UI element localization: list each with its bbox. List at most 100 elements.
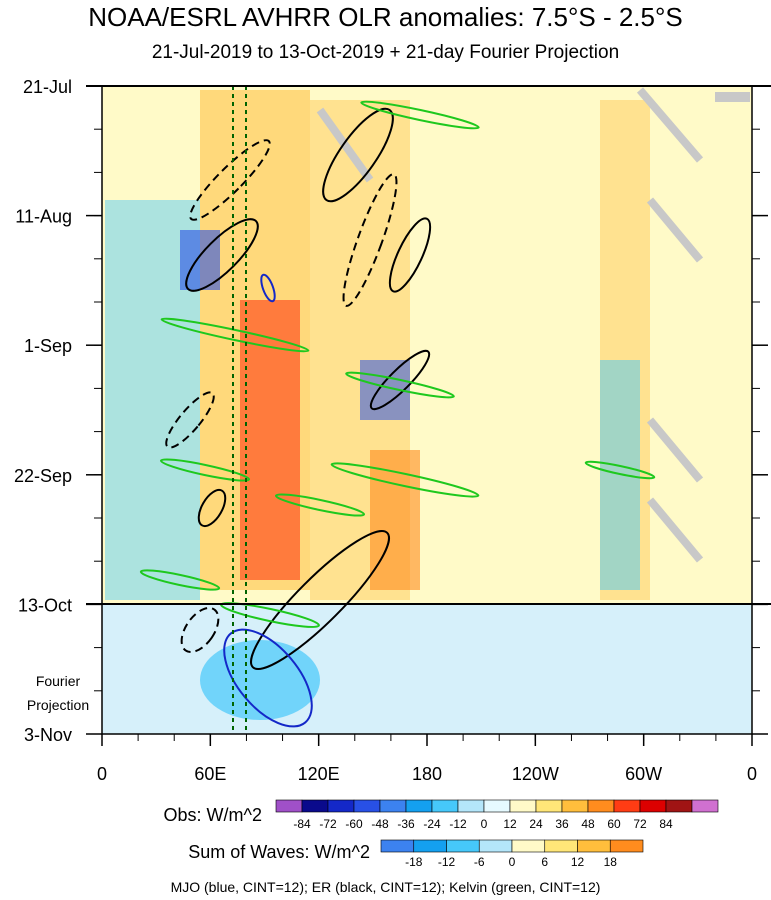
- obs-colorbar-tick: 12: [503, 817, 517, 831]
- obs-colorbar-swatch: [275, 799, 303, 813]
- obs-colorbar-swatch: [639, 799, 667, 813]
- obs-colorbar-tick: -72: [319, 817, 337, 831]
- x-tick-label: 0: [747, 764, 757, 784]
- obs-colorbar-swatch: [483, 799, 511, 813]
- er-contour: [369, 349, 431, 411]
- obs-colorbar-swatch: [379, 799, 407, 813]
- missing-data-streak: [636, 87, 704, 163]
- obs-colorbar-tick: -60: [345, 817, 363, 831]
- projection-label-line1: Fourier: [36, 673, 81, 689]
- projection-cold-blob: [200, 640, 320, 720]
- missing-data-streak: [646, 197, 704, 263]
- obs-colorbar-swatch: [613, 799, 641, 813]
- y-tick-label: 1-Sep: [24, 336, 72, 356]
- obs-colorbar-tick: 0: [481, 817, 488, 831]
- x-tick-label: 120E: [298, 764, 340, 784]
- obs-colorbar-swatch: [353, 799, 381, 813]
- obs-colorbar-tick: 84: [659, 817, 673, 831]
- er-contour: [197, 488, 227, 528]
- waves-colorbar-tick: 6: [541, 855, 548, 869]
- er-contour: [388, 217, 432, 293]
- waves-colorbar-swatch: [446, 839, 480, 853]
- obs-colorbar-swatch: [327, 799, 355, 813]
- y-tick-label: 13-Oct: [18, 595, 72, 615]
- projection-panel: [102, 604, 752, 734]
- obs-colorbar-swatch: [457, 799, 485, 813]
- obs-colorbar-tick: -36: [397, 817, 415, 831]
- waves-colorbar: -18 -12 -6 0 6 12 18: [380, 839, 644, 869]
- obs-colorbar-swatch: [509, 799, 537, 813]
- obs-colorbar-tick: 48: [581, 817, 595, 831]
- y-axis: 21-Jul 11-Aug 1-Sep 22-Sep 13-Oct 3-Nov: [14, 77, 768, 745]
- missing-data-streak: [646, 497, 704, 563]
- x-tick-label: 120W: [512, 764, 559, 784]
- obs-colorbar-swatch: [587, 799, 615, 813]
- obs-colorbar-swatch: [535, 799, 563, 813]
- er-contour-dashed: [180, 607, 220, 653]
- obs-colorbar-swatch: [691, 799, 719, 813]
- projection-label-line2: Projection: [27, 697, 89, 713]
- missing-data-patch: [715, 92, 750, 102]
- anomaly-field: [105, 86, 750, 734]
- chart-subtitle: 21-Jul-2019 to 13-Oct-2019 + 21-day Four…: [151, 42, 620, 63]
- obs-colorbar-tick: -24: [423, 817, 441, 831]
- obs-colorbar-tick: -12: [449, 817, 467, 831]
- y-tick-label: 21-Jul: [23, 77, 72, 97]
- waves-colorbar-tick: 18: [604, 855, 618, 869]
- kelvin-contour: [159, 458, 251, 482]
- er-contour: [185, 218, 259, 292]
- obs-colorbar-tick: 60: [607, 817, 621, 831]
- kelvin-contour: [160, 317, 310, 353]
- warm-core-pacific: [370, 450, 420, 590]
- obs-colorbar-label: Obs: W/m^2: [164, 805, 262, 825]
- waves-colorbar-label: Sum of Waves: W/m^2: [188, 842, 370, 862]
- obs-colorbar-tick: 24: [529, 817, 543, 831]
- waves-colorbar-swatch: [577, 839, 611, 853]
- obs-colorbar-swatch: [665, 799, 693, 813]
- chart-title: NOAA/ESRL AVHRR OLR anomalies: 7.5°S - 2…: [88, 2, 683, 32]
- missing-data-streak: [316, 107, 374, 183]
- er-contour-dashed: [342, 173, 398, 307]
- er-contour-dashed: [165, 391, 215, 449]
- kelvin-contour: [139, 569, 221, 591]
- obs-colorbar: -84 -72 -60 -48 -36 -24 -12 0 12 24 36 48 60 72 84: [275, 799, 719, 831]
- y-tick-label: 22-Sep: [14, 466, 72, 486]
- y-tick-label: 3-Nov: [24, 725, 72, 745]
- waves-colorbar-swatch: [413, 839, 447, 853]
- kelvin-contour: [345, 371, 455, 399]
- kelvin-contour: [360, 100, 480, 130]
- obs-colorbar-tick: 72: [633, 817, 647, 831]
- x-tick-label: 0: [97, 764, 107, 784]
- waves-colorbar-swatch: [609, 839, 644, 853]
- waves-colorbar-swatch: [380, 839, 415, 853]
- obs-colorbar-swatch: [405, 799, 433, 813]
- kelvin-contour: [274, 493, 366, 517]
- wave-legend-footer: MJO (blue, CINT=12); ER (black, CINT=12)…: [170, 879, 601, 895]
- obs-colorbar-swatch: [431, 799, 459, 813]
- y-tick-label: 11-Aug: [15, 207, 72, 227]
- x-tick-label: 180: [412, 764, 442, 784]
- kelvin-contour: [584, 460, 656, 480]
- waves-colorbar-tick: -6: [474, 855, 485, 869]
- obs-colorbar-tick: -48: [371, 817, 389, 831]
- er-contour: [250, 530, 390, 670]
- obs-colorbar-tick: 36: [555, 817, 569, 831]
- kelvin-contour: [330, 462, 480, 498]
- waves-colorbar-tick: 12: [571, 855, 585, 869]
- mjo-contour: [260, 273, 276, 303]
- waves-colorbar-tick: -18: [405, 855, 423, 869]
- waves-colorbar-swatch: [478, 839, 513, 853]
- er-contour-dashed: [189, 139, 271, 221]
- waves-colorbar-tick: 0: [509, 855, 516, 869]
- er-contour: [322, 107, 394, 203]
- obs-colorbar-tick: -84: [293, 817, 311, 831]
- obs-colorbar-swatch: [561, 799, 589, 813]
- x-axis: 0 60E 120E 180 120W 60W 0: [97, 734, 757, 784]
- missing-data-streak: [646, 417, 704, 483]
- waves-colorbar-tick: -12: [438, 855, 456, 869]
- waves-colorbar-swatch: [511, 839, 546, 853]
- x-tick-label: 60E: [194, 764, 226, 784]
- obs-colorbar-swatch: [301, 799, 329, 813]
- waves-colorbar-swatch: [544, 839, 578, 853]
